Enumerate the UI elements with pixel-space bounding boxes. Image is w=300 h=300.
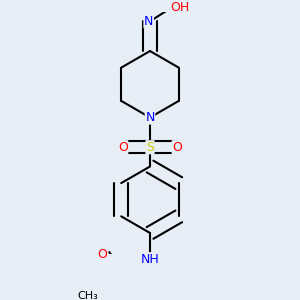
Text: OH: OH <box>171 1 190 14</box>
Text: S: S <box>146 141 154 154</box>
Text: N: N <box>144 15 153 28</box>
Text: O: O <box>97 248 107 261</box>
Text: CH₃: CH₃ <box>77 290 98 300</box>
Text: N: N <box>145 111 155 124</box>
Text: NH: NH <box>141 253 159 266</box>
Text: O: O <box>118 141 128 154</box>
Text: O: O <box>172 141 182 154</box>
